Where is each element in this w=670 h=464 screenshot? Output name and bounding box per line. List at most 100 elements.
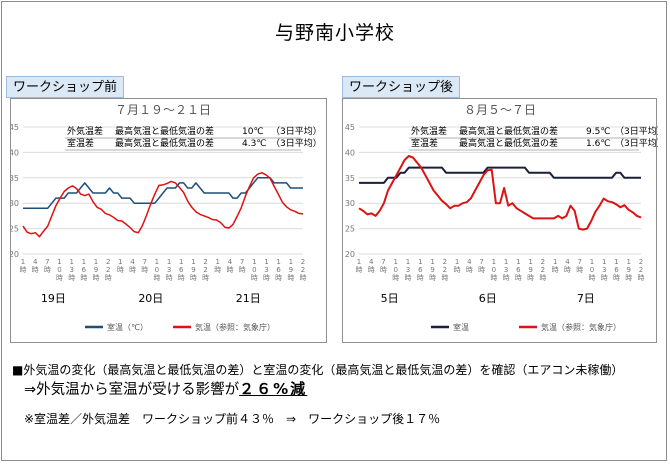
y-tick-label: 35 — [345, 174, 355, 183]
stat-label: 外気温差 — [67, 125, 103, 137]
day-label: 5日 — [381, 292, 399, 305]
y-tick-label: 40 — [11, 148, 19, 157]
chart-title: ８月５～７日 — [464, 103, 536, 117]
day-label: 7日 — [577, 292, 595, 305]
y-tick-label: 40 — [345, 148, 355, 157]
chart-title: ７月１９～２１日 — [115, 103, 211, 117]
y-tick-label: 45 — [11, 123, 19, 132]
day-label: 20日 — [138, 292, 163, 305]
series-line-room-temp — [359, 166, 641, 184]
stat-desc: 最高気温と最低気温の差 — [115, 137, 214, 149]
right-chart-tag: ワークショップ後 — [342, 76, 461, 98]
series-line-outside-temp — [22, 171, 304, 238]
y-tick-label: 35 — [11, 174, 19, 183]
legend-label-room-temp: 室温 — [453, 322, 469, 332]
series-line-room-temp — [23, 177, 303, 210]
y-tick-label: 30 — [11, 199, 19, 208]
stat-value: 1.6℃ — [586, 139, 610, 149]
stat-label: 外気温差 — [411, 125, 447, 137]
series-line-outside-temp — [358, 155, 642, 231]
legend-label-outside-temp: 気温（参照：気象庁） — [541, 322, 621, 332]
left-chart-tag: ワークショップ前 — [6, 76, 125, 98]
stat-desc: 最高気温と最低気温の差 — [459, 125, 558, 137]
page-title: 与野南小学校 — [274, 22, 395, 44]
summary-line-2-prefix: ⇒外気温から室温が受ける影響が — [24, 382, 240, 398]
legend-label-room-temp: 室温（℃） — [107, 322, 148, 332]
y-tick-label: 25 — [11, 225, 19, 234]
day-label: 19日 — [41, 292, 66, 305]
summary-line-3: ※室温差／外気温差 ワークショップ前４３％ ⇒ ワークショップ後１７％ — [24, 412, 441, 426]
stat-average-note: （3日平均） — [271, 137, 322, 149]
summary-reduction-value: ２６%減 — [239, 380, 308, 398]
stat-desc: 最高気温と最低気温の差 — [459, 137, 558, 149]
stat-value: 9.5℃ — [586, 127, 610, 137]
stat-average-note: （3日平均） — [271, 125, 322, 137]
stat-label: 室温差 — [411, 137, 438, 149]
chart-panel-before: ７月１９～２１日 20 25 30 35 40 45 外気温差 最高気温と最低気温の差 10℃ （3… — [10, 98, 327, 343]
y-tick-label: 20 — [11, 250, 19, 259]
y-tick-label: 45 — [345, 123, 355, 132]
legend-label-outside-temp: 気温（参照：気象庁） — [195, 322, 275, 332]
stat-desc: 最高気温と最低気温の差 — [115, 125, 214, 137]
summary-line-1: ■外気温の変化（最高気温と最低気温の差）と室温の変化（最高気温と最低気温の差）を… — [12, 363, 624, 377]
day-label: 21日 — [236, 292, 261, 305]
chart-after: ８月５～７日 20 25 30 35 40 45 外気温差 最高気温と最低気温の差 9.5℃ （3日… — [345, 103, 658, 332]
y-tick-label: 20 — [345, 250, 355, 259]
y-tick-label: 30 — [345, 199, 355, 208]
stat-average-note: （3日平均） — [615, 137, 658, 149]
chart-panel-after: ８月５～７日 20 25 30 35 40 45 外気温差 最高気温と最低気温の差 9.5℃ （3日… — [342, 98, 658, 343]
day-label: 6日 — [479, 292, 497, 305]
summary-line-2: ⇒外気温から室温が受ける影響が２６%減 — [24, 378, 307, 399]
stat-value: 10℃ — [242, 127, 264, 137]
stat-value: 4.3℃ — [242, 139, 266, 149]
chart-before: ７月１９～２１日 20 25 30 35 40 45 外気温差 最高気温と最低気温の差 10℃ （3… — [11, 103, 322, 332]
y-tick-label: 25 — [345, 225, 355, 234]
